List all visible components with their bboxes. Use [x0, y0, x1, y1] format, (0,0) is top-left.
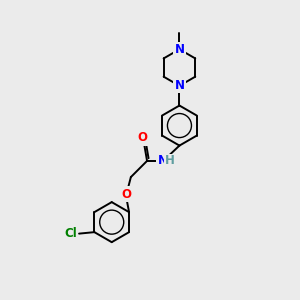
Text: N: N — [174, 79, 184, 92]
Text: O: O — [122, 188, 131, 201]
Text: O: O — [138, 131, 148, 144]
Text: H: H — [165, 154, 175, 167]
Text: N: N — [158, 154, 168, 167]
Text: N: N — [174, 43, 184, 56]
Text: Cl: Cl — [64, 227, 77, 240]
